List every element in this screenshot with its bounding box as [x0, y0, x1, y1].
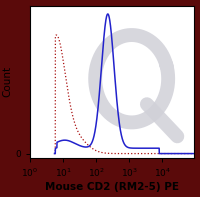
- X-axis label: Mouse CD2 (RM2-5) PE: Mouse CD2 (RM2-5) PE: [45, 182, 179, 192]
- Y-axis label: Count: Count: [2, 66, 12, 97]
